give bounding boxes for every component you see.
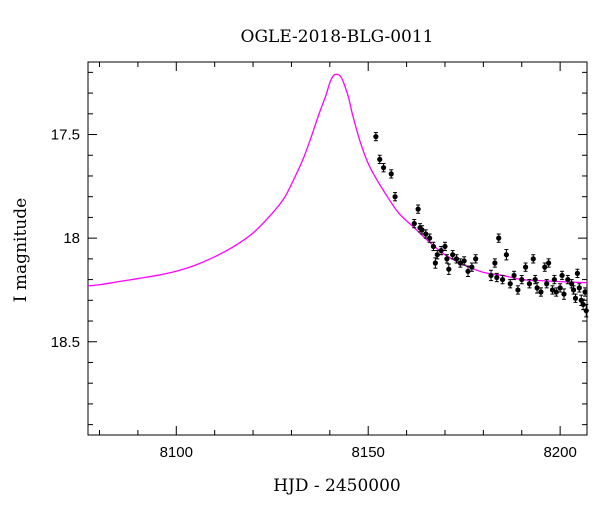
data-point: [430, 243, 437, 250]
data-point: [469, 264, 475, 270]
data-point: [499, 276, 506, 283]
y-tick-label: 17.5: [51, 127, 80, 144]
data-point: [574, 270, 581, 276]
data-point: [538, 289, 544, 295]
data-point: [522, 264, 529, 270]
data-point: [446, 266, 452, 272]
data-point: [450, 252, 456, 258]
data-point: [511, 272, 517, 279]
x-axis-label: HJD - 2450000: [273, 476, 401, 496]
data-point: [434, 252, 440, 258]
data-point: [438, 247, 444, 254]
chart-title: OGLE-2018-BLG-0011: [241, 27, 434, 47]
data-point: [503, 252, 509, 258]
data-point: [532, 276, 538, 283]
data-point: [559, 272, 565, 279]
plot-area: 8100 8150 8200 17.5 18 18.5: [51, 61, 589, 461]
data-point: [542, 264, 548, 270]
data-point: [453, 256, 460, 262]
data-point: [373, 134, 379, 140]
data-point: [461, 258, 467, 264]
data-point: [561, 291, 567, 297]
data-point: [582, 289, 588, 295]
data-point: [534, 285, 540, 291]
data-point: [519, 276, 525, 283]
data-point: [442, 243, 448, 250]
y-axis-label: I magnitude: [11, 198, 31, 302]
data-point: [507, 281, 513, 287]
data-point: [530, 256, 536, 262]
data-point: [557, 285, 563, 291]
data-point: [576, 285, 582, 291]
y-tick-label: 18: [63, 230, 80, 247]
data-point: [388, 171, 394, 177]
data-point: [392, 194, 398, 200]
data-point: [580, 301, 586, 308]
data-point: [496, 235, 502, 241]
data-point: [415, 206, 421, 212]
x-tick-label: 8150: [352, 444, 385, 461]
data-point: [427, 235, 433, 241]
data-point: [432, 260, 438, 266]
data-point: [572, 295, 579, 301]
data-point: [488, 272, 494, 279]
data-point: [419, 227, 425, 233]
data-point: [411, 221, 417, 227]
data-point: [544, 281, 550, 287]
data-point: [553, 289, 559, 295]
data-point: [473, 256, 479, 262]
data-point: [492, 260, 498, 266]
data-point: [377, 156, 383, 162]
data-point: [549, 287, 556, 293]
y-tick-label: 18.5: [51, 334, 80, 351]
data-point: [515, 287, 521, 293]
x-tick-label: 8200: [543, 444, 576, 461]
x-tick-label: 8100: [160, 444, 193, 461]
data-point: [546, 260, 552, 266]
data-point: [444, 256, 450, 262]
data-point: [465, 268, 471, 274]
data-point: [565, 276, 571, 283]
data-point: [570, 287, 577, 293]
data-point: [494, 274, 500, 281]
data-point: [380, 165, 387, 171]
model-curve: [88, 73, 587, 287]
data-point: [457, 260, 463, 266]
plot-frame: [87, 61, 588, 436]
data-point: [423, 231, 429, 237]
data-point: [526, 281, 533, 287]
data-point: [551, 276, 557, 283]
data-point: [569, 281, 575, 287]
data-point: [583, 308, 589, 314]
